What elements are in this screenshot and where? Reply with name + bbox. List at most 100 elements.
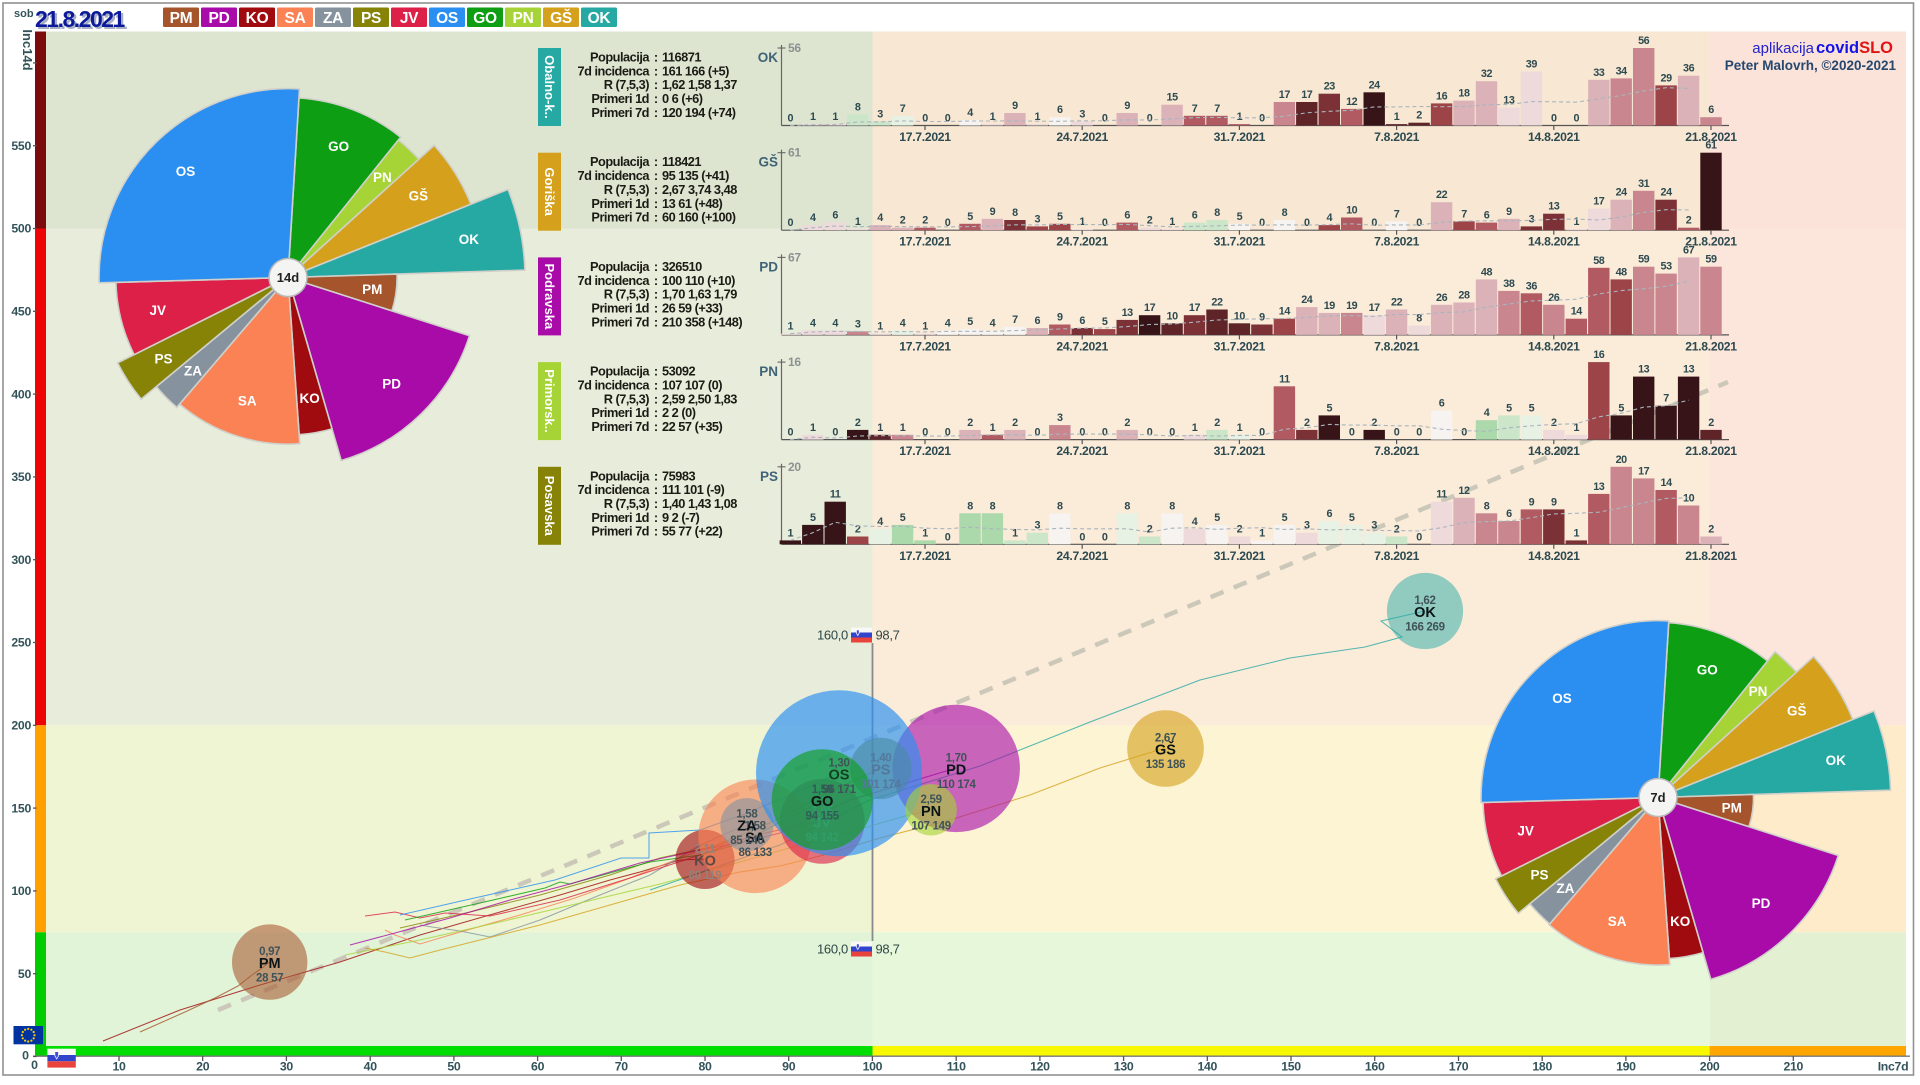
svg-text:14: 14 (1660, 477, 1672, 489)
svg-text:2: 2 (1012, 417, 1018, 429)
svg-text:covidSLO: covidSLO (1816, 39, 1893, 57)
svg-text:1: 1 (1573, 216, 1579, 228)
svg-text:326510: 326510 (662, 259, 702, 274)
svg-text:14.8.2021: 14.8.2021 (1528, 339, 1580, 353)
svg-text:7.8.2021: 7.8.2021 (1374, 130, 1420, 144)
svg-text:6: 6 (1326, 508, 1332, 520)
svg-text:6: 6 (1708, 104, 1714, 116)
svg-text:PD: PD (1752, 896, 1771, 911)
svg-text:5: 5 (1326, 402, 1332, 414)
svg-text:1: 1 (1237, 422, 1243, 434)
svg-text:2: 2 (1147, 215, 1153, 227)
svg-text:30: 30 (280, 1060, 294, 1074)
svg-text:PN: PN (1749, 684, 1768, 699)
svg-text:14: 14 (1279, 306, 1291, 318)
svg-text:0: 0 (945, 531, 951, 543)
svg-text:16: 16 (788, 355, 801, 369)
svg-text:7d incidenca: 7d incidenca (577, 168, 650, 183)
svg-text::: : (654, 468, 658, 483)
svg-text:KO: KO (694, 853, 716, 869)
svg-text:Primeri 1d: Primeri 1d (591, 405, 649, 420)
svg-text:16: 16 (1593, 349, 1605, 361)
svg-text:9: 9 (1551, 496, 1557, 508)
svg-text:Primorsk..: Primorsk.. (542, 369, 557, 433)
svg-text:14.8.2021: 14.8.2021 (1528, 549, 1580, 563)
svg-text:1: 1 (832, 111, 838, 123)
svg-text:111 101 (-9): 111 101 (-9) (662, 482, 725, 497)
svg-text:PM: PM (170, 10, 193, 27)
svg-text:53: 53 (1660, 261, 1672, 273)
svg-text::: : (654, 259, 658, 274)
svg-text:OS: OS (1552, 691, 1572, 706)
svg-text:2,59 2,50 1,83: 2,59 2,50 1,83 (662, 391, 737, 406)
svg-text:7: 7 (1663, 393, 1669, 405)
svg-text:5: 5 (1214, 512, 1220, 524)
svg-text:48: 48 (1481, 266, 1493, 278)
svg-text:94 155: 94 155 (806, 810, 840, 822)
svg-text:8: 8 (967, 500, 973, 512)
svg-text:Populacija: Populacija (590, 259, 650, 274)
svg-text:135 186: 135 186 (1146, 759, 1185, 771)
svg-text:Goriška: Goriška (542, 167, 557, 216)
svg-text:4: 4 (810, 212, 816, 224)
svg-text:34: 34 (1616, 65, 1628, 77)
svg-text:Podravska: Podravska (542, 264, 557, 331)
svg-text:160,0: 160,0 (817, 628, 848, 643)
svg-text:0: 0 (31, 1058, 38, 1072)
svg-text:59: 59 (1705, 254, 1717, 266)
svg-text:R (7,5,3): R (7,5,3) (604, 496, 650, 511)
svg-text:0: 0 (1079, 531, 1085, 543)
svg-text:40: 40 (364, 1060, 378, 1074)
svg-text:7.8.2021: 7.8.2021 (1374, 549, 1420, 563)
svg-text:3: 3 (1079, 108, 1085, 120)
svg-text:ZA: ZA (737, 819, 757, 835)
svg-text:0: 0 (1461, 427, 1467, 439)
svg-text::: : (654, 168, 658, 183)
svg-text:59: 59 (1638, 254, 1650, 266)
svg-text:3: 3 (1304, 520, 1310, 532)
svg-text:2: 2 (855, 524, 861, 536)
svg-text:0: 0 (1259, 113, 1265, 125)
svg-text:9: 9 (1057, 312, 1063, 324)
svg-text:95 135 (+41): 95 135 (+41) (662, 168, 729, 183)
svg-text:Primeri 7d: Primeri 7d (591, 105, 649, 120)
svg-text:140: 140 (1197, 1060, 1217, 1074)
svg-text:36: 36 (1526, 280, 1538, 292)
svg-text:17.7.2021: 17.7.2021 (899, 339, 951, 353)
svg-text:0: 0 (1147, 427, 1153, 439)
svg-text:22: 22 (1391, 297, 1403, 309)
svg-text:24.7.2021: 24.7.2021 (1056, 444, 1108, 458)
svg-text:2,11: 2,11 (695, 843, 716, 855)
svg-text:22 57 (+35): 22 57 (+35) (662, 419, 723, 434)
svg-text:1,58: 1,58 (736, 809, 758, 821)
svg-text:PN: PN (921, 804, 941, 820)
svg-text:85 140: 85 140 (730, 835, 763, 847)
svg-text:550: 550 (11, 139, 31, 153)
svg-text:98,7: 98,7 (876, 628, 900, 643)
svg-text:24: 24 (1616, 187, 1628, 199)
svg-text:OK: OK (1826, 753, 1847, 768)
svg-text:7d incidenca: 7d incidenca (577, 378, 650, 393)
svg-text:14.8.2021: 14.8.2021 (1528, 130, 1580, 144)
svg-text:18: 18 (1458, 88, 1470, 100)
svg-text:180: 180 (1532, 1060, 1552, 1074)
svg-text:R (7,5,3): R (7,5,3) (604, 391, 650, 406)
svg-text:SA: SA (1608, 914, 1627, 929)
svg-text:5: 5 (1529, 402, 1535, 414)
svg-text:4: 4 (990, 317, 996, 329)
svg-text:2: 2 (1686, 215, 1692, 227)
svg-text::: : (654, 50, 658, 65)
svg-text::: : (654, 391, 658, 406)
svg-text:R (7,5,3): R (7,5,3) (604, 77, 650, 92)
svg-text:GO: GO (473, 10, 497, 27)
svg-text:Primeri 7d: Primeri 7d (591, 314, 649, 329)
svg-text:15: 15 (1166, 92, 1178, 104)
svg-text:1: 1 (922, 321, 928, 333)
svg-text:6: 6 (1057, 104, 1063, 116)
svg-text:4: 4 (832, 317, 838, 329)
svg-text:53092: 53092 (662, 364, 695, 379)
svg-text:20: 20 (196, 1060, 210, 1074)
svg-text:17: 17 (1369, 302, 1381, 314)
svg-text:1,40: 1,40 (870, 752, 891, 764)
svg-text:1: 1 (810, 422, 816, 434)
